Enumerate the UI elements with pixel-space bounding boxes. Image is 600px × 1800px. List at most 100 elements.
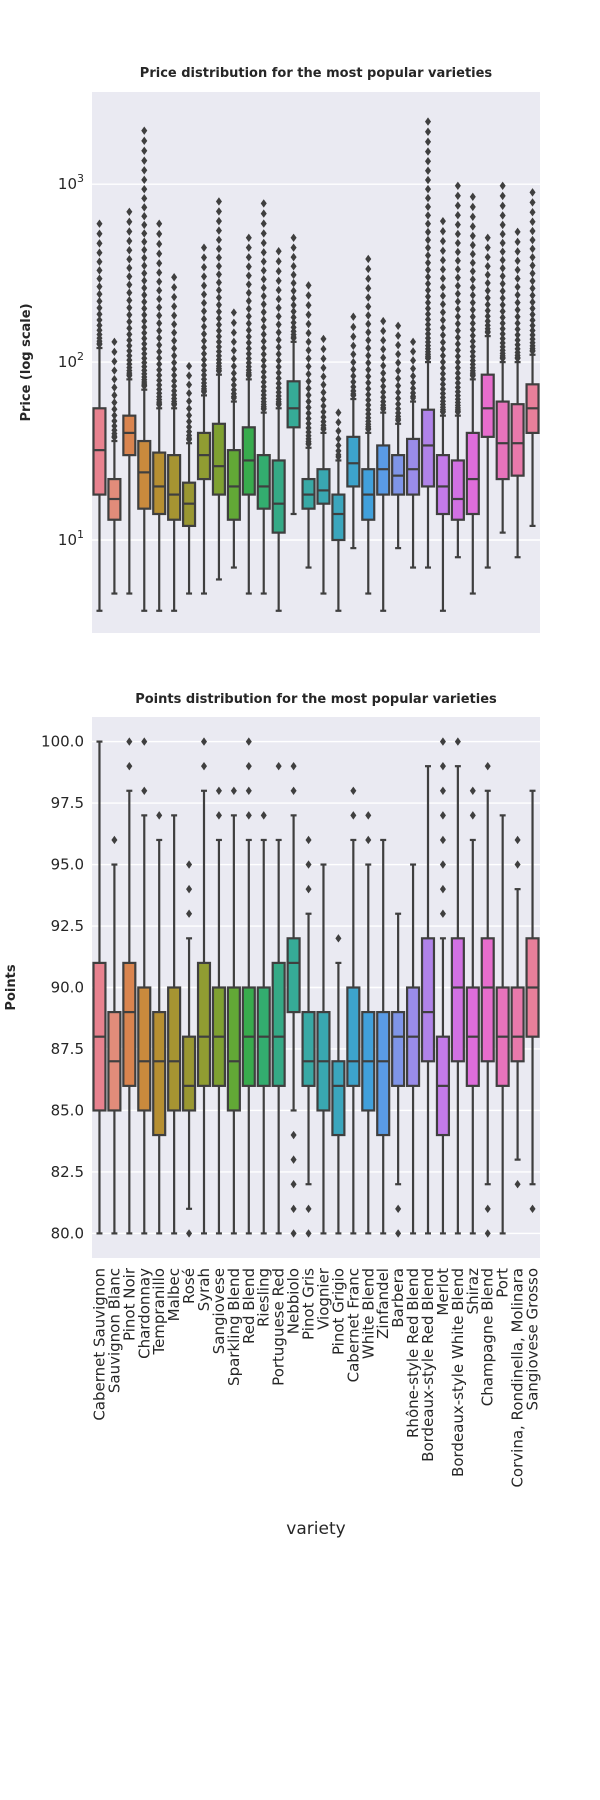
- outlier-point: [365, 254, 372, 264]
- outlier-point: [200, 329, 208, 339]
- outlier-point: [499, 279, 506, 288]
- outlier-point: [96, 310, 103, 319]
- outlier-point: [454, 273, 461, 282]
- outlier-point: [365, 400, 372, 410]
- outlier-point: [141, 304, 148, 313]
- outlier-point: [439, 308, 446, 317]
- outlier-point: [410, 384, 417, 393]
- outlier-point: [335, 408, 342, 417]
- outlier-point: [141, 146, 148, 156]
- outlier-point: [275, 362, 282, 372]
- outlier-point: [186, 909, 193, 918]
- x-tick-label: Tempranillo: [150, 1268, 168, 1356]
- x-tick-label: Sparkling Blend: [225, 1268, 243, 1386]
- outlier-point: [215, 351, 222, 361]
- x-tick-label: Sauvignon Blanc: [105, 1268, 123, 1393]
- outlier-point: [126, 288, 133, 297]
- outlier-point: [365, 365, 372, 374]
- outlier-point: [171, 328, 178, 337]
- outlier-point: [335, 441, 342, 450]
- outlier-point: [290, 300, 297, 310]
- outlier-point: [439, 274, 446, 283]
- box-9: [211, 197, 227, 581]
- outlier-point: [424, 202, 432, 212]
- outlier-point: [305, 390, 312, 400]
- iqr-box: [122, 961, 137, 1087]
- outlier-point: [275, 342, 282, 352]
- outlier-point: [365, 284, 372, 293]
- outlier-point: [424, 243, 432, 253]
- outlier-point: [514, 305, 521, 315]
- iqr-box: [495, 400, 510, 481]
- outlier-point: [156, 294, 163, 304]
- box-17: [331, 408, 346, 612]
- outlier-point: [156, 353, 163, 363]
- outlier-point: [454, 211, 461, 220]
- box-10: [226, 786, 241, 1235]
- outlier-point: [439, 299, 446, 309]
- outlier-point: [454, 333, 461, 342]
- outlier-point: [275, 374, 282, 383]
- outlier-point: [410, 356, 417, 365]
- x-tick-label: Bordeaux-style White Blend: [449, 1268, 467, 1477]
- outlier-point: [424, 315, 432, 324]
- outlier-point: [156, 385, 163, 394]
- outlier-point: [171, 292, 178, 302]
- outlier-point: [111, 375, 118, 384]
- outlier-point: [260, 209, 267, 218]
- outlier-point: [380, 336, 387, 345]
- box-19: [361, 254, 376, 595]
- outlier-point: [141, 290, 148, 300]
- outlier-point: [290, 313, 297, 322]
- outlier-point: [96, 321, 103, 330]
- outlier-point: [260, 291, 267, 301]
- outlier-point: [335, 446, 342, 456]
- outlier-point: [171, 351, 178, 360]
- outlier-point: [320, 407, 327, 417]
- outlier-point: [186, 860, 193, 869]
- outlier-point: [245, 312, 252, 321]
- outlier-point: [395, 374, 402, 383]
- outlier-point: [469, 342, 476, 351]
- outlier-point: [499, 338, 506, 348]
- outlier-point: [215, 285, 222, 295]
- outlier-point: [200, 322, 208, 331]
- box-23: [420, 765, 436, 1235]
- outlier-point: [141, 334, 148, 343]
- outlier-point: [230, 369, 237, 378]
- outlier-point: [469, 811, 476, 820]
- outlier-point: [260, 811, 267, 820]
- iqr-box: [152, 451, 167, 516]
- outlier-point: [156, 371, 163, 380]
- outlier-point: [514, 312, 521, 321]
- outlier-point: [156, 359, 163, 369]
- iqr-box: [152, 1010, 167, 1137]
- outlier-point: [96, 229, 103, 238]
- outlier-point: [529, 297, 536, 307]
- outlier-point: [439, 236, 446, 246]
- outlier-point: [275, 285, 282, 295]
- iqr-box: [271, 459, 286, 534]
- outlier-point: [290, 233, 297, 242]
- outlier-point: [484, 252, 491, 262]
- outlier-point: [260, 219, 267, 228]
- outlier-point: [484, 312, 491, 321]
- outlier-point: [111, 425, 118, 435]
- outlier-point: [469, 222, 476, 231]
- box-14: [286, 233, 301, 516]
- outlier-point: [96, 330, 103, 339]
- outlier-point: [469, 212, 476, 222]
- outlier-point: [141, 212, 148, 221]
- box-13: [271, 761, 286, 1235]
- outlier-point: [484, 233, 491, 242]
- outlier-point: [141, 126, 148, 135]
- outlier-point: [365, 274, 372, 283]
- outlier-point: [230, 337, 237, 347]
- outlier-point: [365, 302, 372, 311]
- x-tick-label: Zinfandel: [374, 1268, 392, 1339]
- outlier-point: [141, 322, 148, 332]
- y-tick-label: 102: [58, 350, 84, 371]
- x-tick-label: Barbera: [389, 1268, 407, 1328]
- y-tick-label: 85.0: [51, 1101, 84, 1119]
- x-tick-label: Pinot Gris: [300, 1268, 318, 1340]
